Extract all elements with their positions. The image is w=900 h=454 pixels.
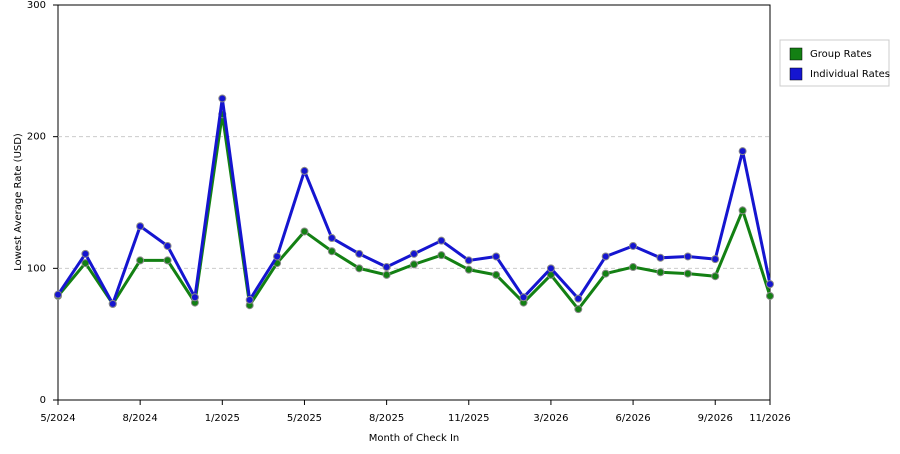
x-tick-label: 5/2024 (40, 413, 75, 424)
point (437, 251, 446, 260)
x-tick-label: 9/2026 (698, 413, 733, 424)
point (574, 305, 583, 314)
point (218, 94, 227, 103)
point (656, 268, 665, 277)
legend-swatch (789, 47, 803, 61)
point (355, 249, 364, 258)
point (410, 260, 418, 269)
x-tick-label: 6/2026 (615, 413, 650, 424)
x-tick-label: 5/2025 (287, 413, 322, 424)
point (738, 206, 747, 215)
point (683, 269, 692, 278)
point (766, 280, 774, 289)
x-axis-label: Month of Check In (369, 433, 460, 444)
point (711, 272, 720, 281)
point (683, 252, 692, 261)
point (108, 299, 117, 308)
point (492, 252, 501, 261)
point (273, 252, 282, 261)
x-tick-label: 11/2026 (749, 413, 791, 424)
point (464, 256, 473, 265)
point (300, 166, 309, 175)
point (711, 255, 720, 264)
point (464, 265, 473, 274)
y-tick-label: 0 (40, 395, 46, 406)
point (355, 264, 364, 273)
y-tick-label: 200 (27, 132, 46, 143)
x-tick-label: 3/2026 (533, 413, 568, 424)
y-tick-label: 100 (27, 263, 46, 274)
point (601, 269, 610, 278)
point (136, 256, 145, 265)
point (601, 252, 610, 261)
x-tick-label: 1/2025 (205, 413, 240, 424)
point (492, 270, 501, 279)
point (245, 295, 254, 304)
point (574, 294, 583, 303)
point (327, 247, 336, 256)
point (437, 236, 446, 245)
legend-label: Group Rates (810, 49, 872, 60)
y-axis-label: Lowest Average Rate (USD) (13, 133, 24, 271)
point (410, 249, 418, 258)
point (656, 253, 665, 262)
x-tick-label: 8/2025 (369, 413, 404, 424)
x-tick-label: 8/2024 (123, 413, 158, 424)
point (163, 241, 172, 250)
point (163, 256, 172, 265)
point (519, 293, 528, 302)
plot-area (57, 4, 771, 401)
point (190, 293, 199, 302)
legend-label: Individual Rates (810, 69, 890, 80)
x-tick-label: 11/2025 (448, 413, 490, 424)
point (629, 263, 638, 272)
legend-swatch (789, 67, 803, 81)
point (738, 147, 747, 156)
point (136, 222, 145, 231)
point (54, 290, 62, 299)
point (382, 263, 391, 272)
point (300, 227, 309, 236)
point (629, 241, 638, 250)
point (382, 270, 391, 279)
point (766, 291, 774, 300)
point (546, 264, 555, 273)
point (81, 249, 90, 258)
point (327, 234, 336, 243)
y-tick-label: 300 (27, 0, 46, 11)
